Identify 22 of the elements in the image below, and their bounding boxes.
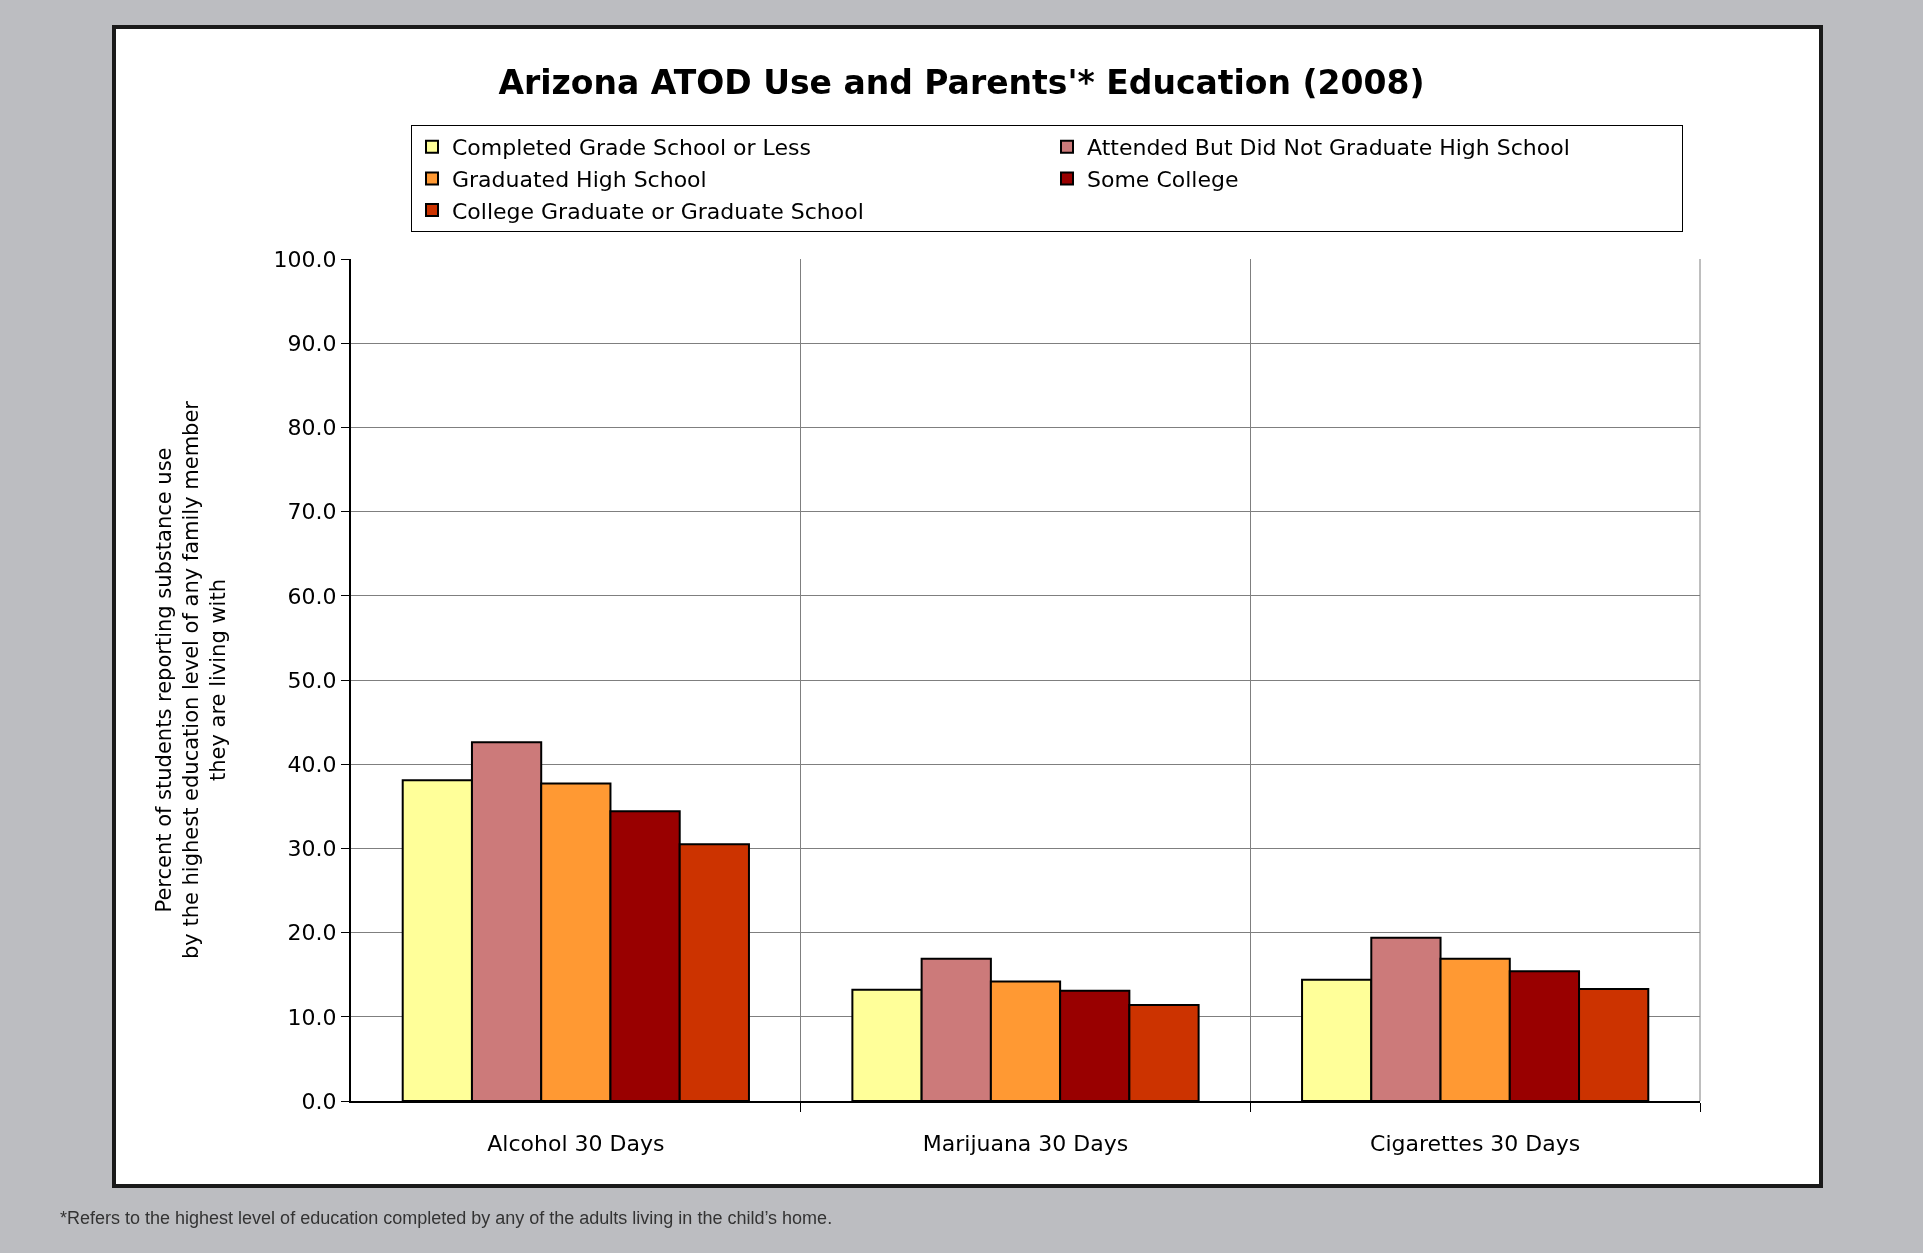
- y-tick-label: 80.0: [287, 415, 337, 441]
- y-tick-label: 70.0: [287, 499, 337, 525]
- y-tick-label: 90.0: [287, 330, 337, 356]
- text: *Refers to the highest level of education completed by any of the adults living in the child’s home.: [60, 1208, 833, 1228]
- x-tick-label: Marijuana 30 Days: [922, 1131, 1129, 1157]
- y-tick-label: 10.0: [287, 1004, 337, 1030]
- y-axis-title: Percent of students reporting substance use by the highest education level of any family member they are living with: [151, 400, 231, 960]
- legend-label: Completed Grade School or Less: [452, 135, 811, 161]
- y-tick-label: 0.0: [301, 1088, 337, 1114]
- legend-label: Attended But Did Not Graduate High School: [1087, 135, 1570, 161]
- y-tick-label: 30.0: [287, 836, 337, 862]
- legend-label: College Graduate or Graduate School: [452, 198, 864, 224]
- y-tick-label: 60.0: [287, 583, 337, 609]
- x-tick-label: Cigarettes 30 Days: [1370, 1131, 1581, 1157]
- y-tick-label: 20.0: [287, 920, 337, 946]
- legend-label: Graduated High School: [452, 166, 707, 192]
- legend-label: Some College: [1087, 166, 1239, 192]
- x-tick-label: Alcohol 30 Days: [487, 1131, 665, 1157]
- chart-title: Arizona ATOD Use and Parents'* Education (2008): [498, 62, 1425, 102]
- y-tick-label: 100.0: [273, 246, 337, 272]
- y-tick-label: 40.0: [287, 751, 337, 777]
- y-tick-label: 50.0: [287, 667, 337, 693]
